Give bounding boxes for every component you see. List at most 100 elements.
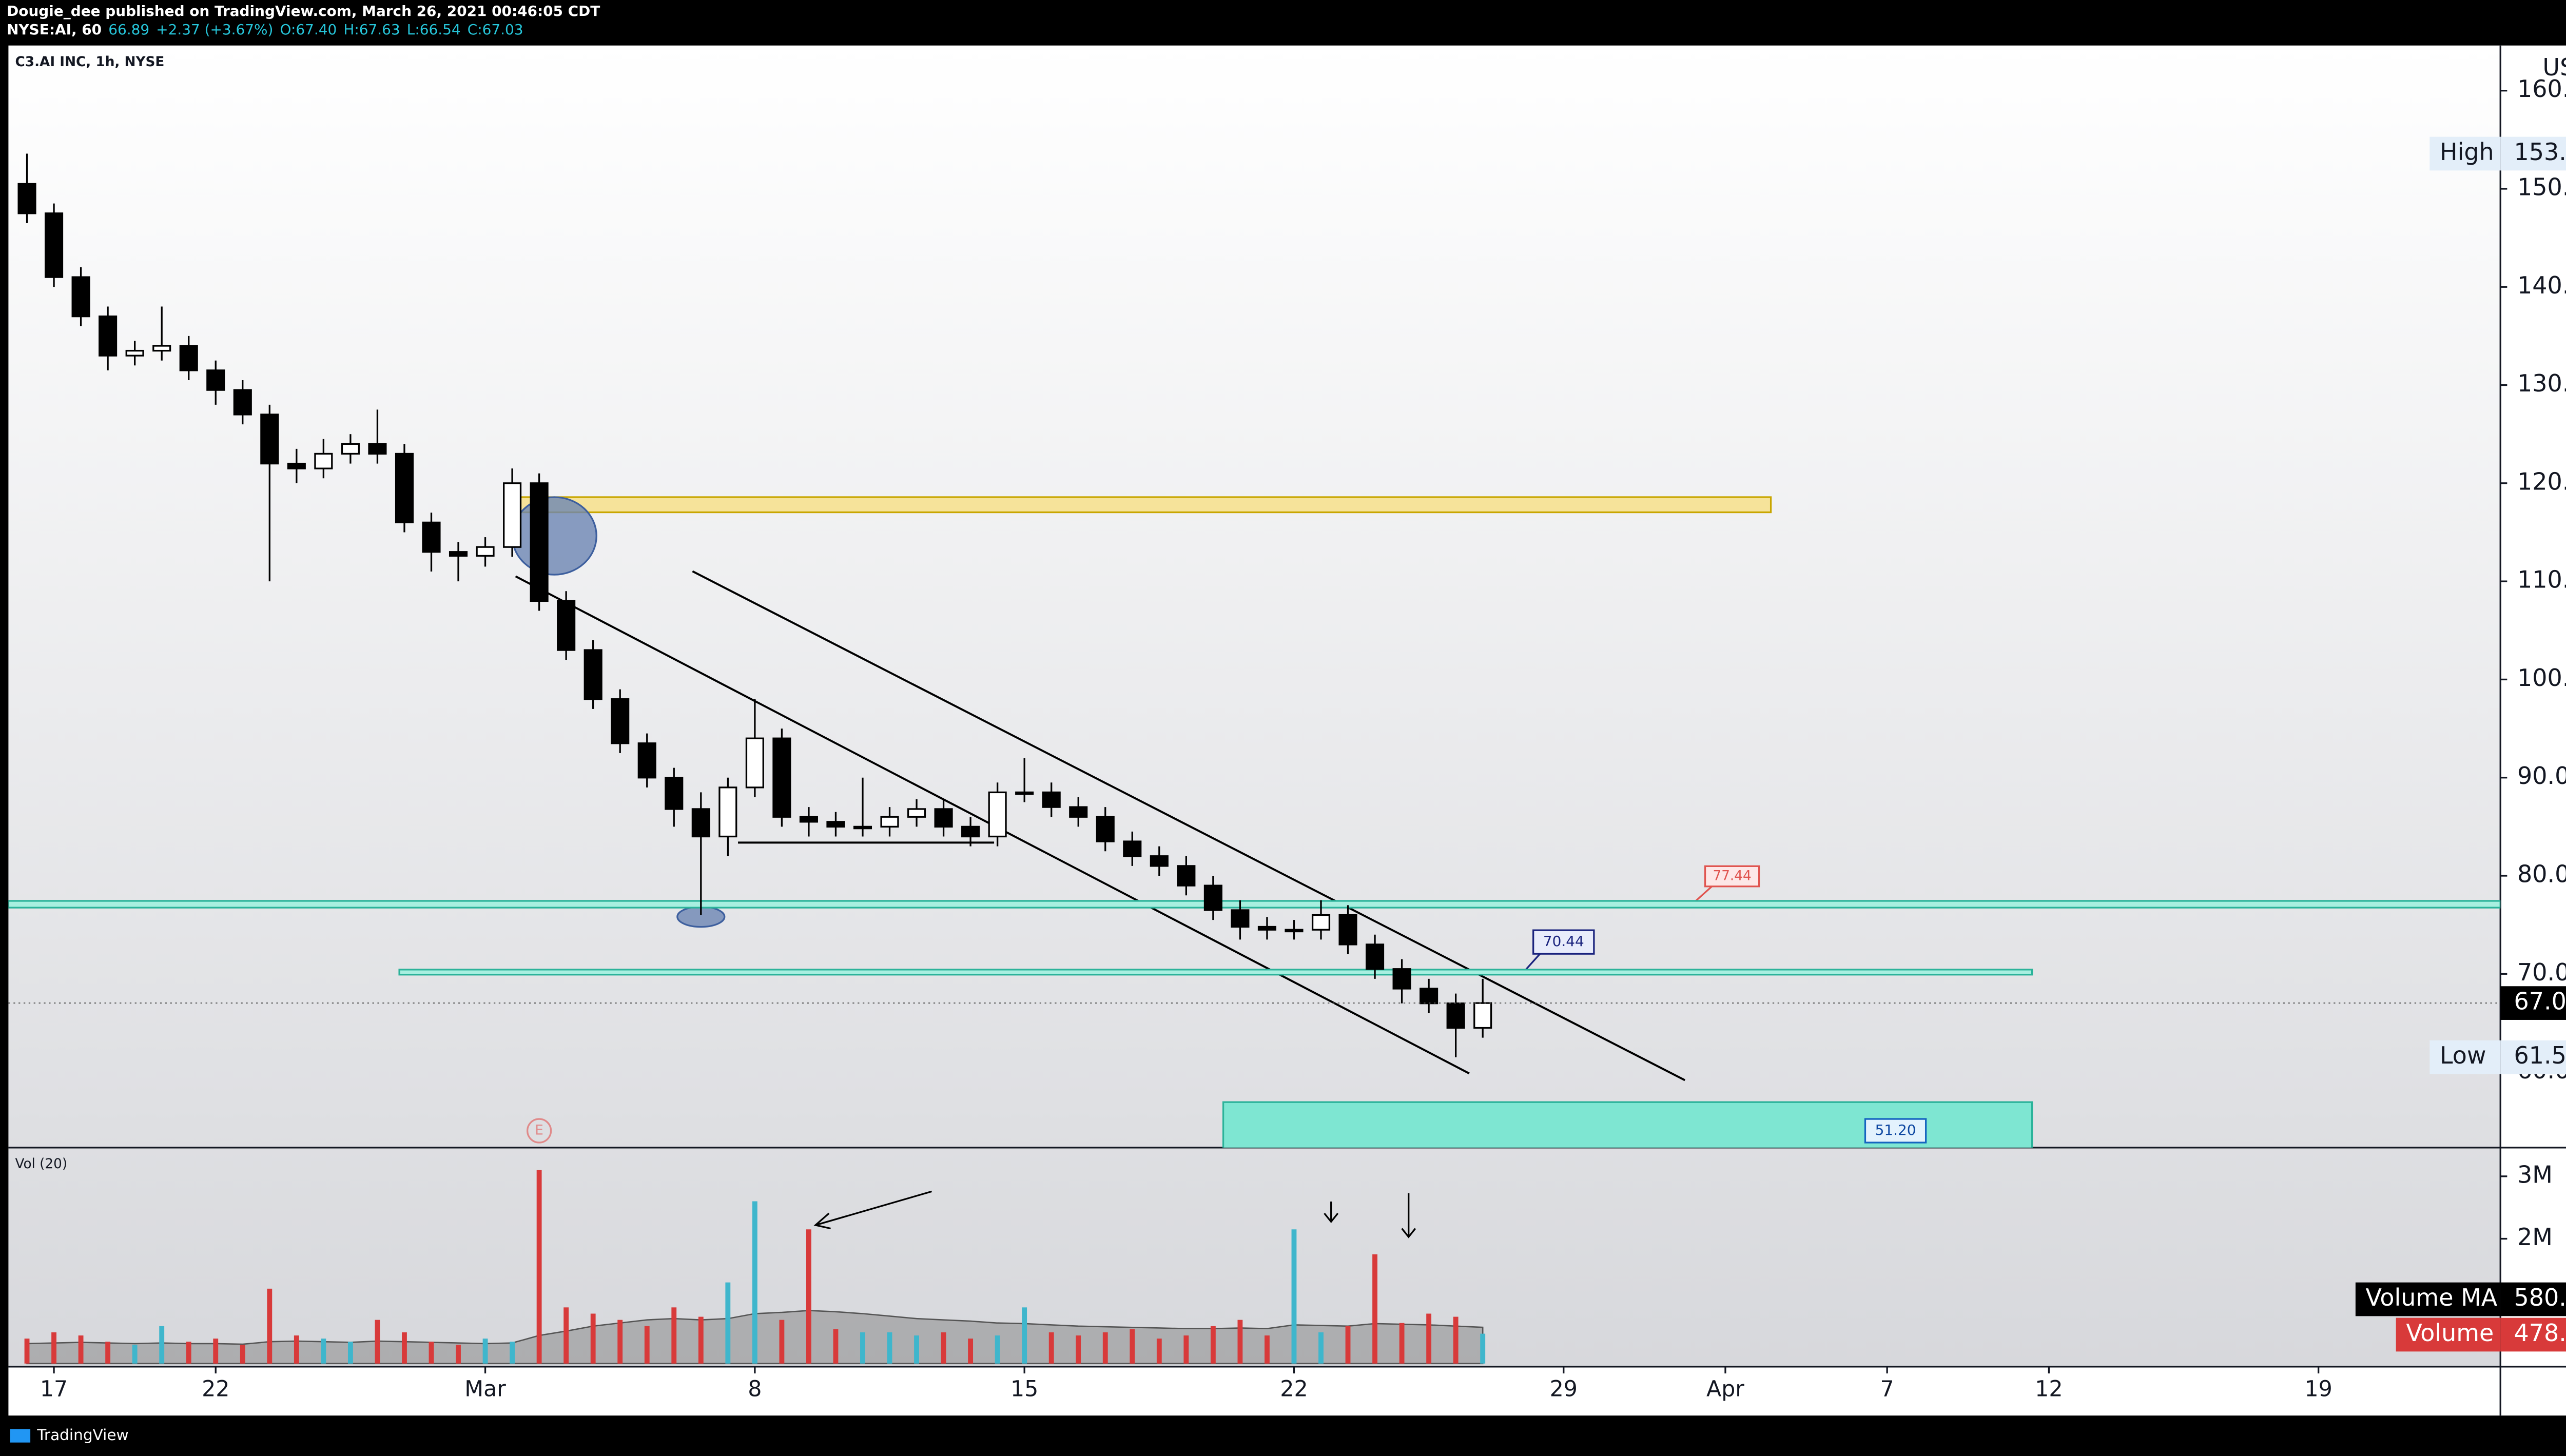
candle-body <box>449 551 468 557</box>
volume-bar <box>671 1307 677 1364</box>
price-pane <box>8 153 2501 1057</box>
candle-body <box>907 808 926 818</box>
candle-body <box>1446 1002 1465 1029</box>
candle-body <box>691 808 710 838</box>
volume-bar <box>995 1335 1000 1364</box>
volume-bar <box>78 1335 84 1364</box>
ohlc-low: L:66.54 <box>407 21 461 38</box>
volume-bar <box>159 1326 165 1364</box>
change: +2.37 (+3.67%) <box>156 21 273 38</box>
volume-bar <box>24 1339 30 1364</box>
low-value-box <box>2500 1040 2566 1074</box>
candle-body <box>476 546 495 557</box>
x-tick-label: 22 <box>1280 1376 1308 1402</box>
time-axis-background <box>8 1366 2566 1416</box>
x-tick-label: 7 <box>1880 1376 1894 1402</box>
low-value: 61.51 <box>2514 1041 2566 1069</box>
volume-bar <box>240 1345 245 1364</box>
x-tick-label: 8 <box>748 1376 762 1402</box>
volume-bar <box>1291 1229 1297 1364</box>
candle-body <box>1177 865 1196 887</box>
candle-body <box>934 808 953 828</box>
candle-body <box>45 212 64 278</box>
volume-bar <box>321 1339 326 1364</box>
volume-bar <box>860 1332 865 1364</box>
last-price-box <box>2500 986 2566 1020</box>
y-tick-label: 150.00 <box>2517 173 2566 201</box>
volume-bar <box>1156 1339 1162 1364</box>
volume-bar <box>456 1345 461 1364</box>
resistance-zone <box>506 496 1772 514</box>
candle-body <box>745 737 764 789</box>
y-tick-label: 90.00 <box>2517 762 2566 790</box>
candle-body <box>179 345 198 371</box>
candle-body <box>341 443 360 455</box>
volume-bar <box>402 1332 407 1364</box>
volume-bar <box>806 1229 811 1364</box>
candle-body <box>1069 806 1088 818</box>
callout-box <box>1864 1118 1927 1144</box>
legend-box <box>2396 1317 2501 1352</box>
x-tick-label: 29 <box>1550 1376 1578 1402</box>
candle-body <box>1257 926 1276 931</box>
low-box <box>2429 1040 2501 1074</box>
callout-box <box>1532 929 1595 955</box>
volume-bar <box>1183 1335 1189 1364</box>
level-line <box>398 969 2033 976</box>
high-value-box <box>2500 136 2566 171</box>
legend-name: Volume <box>2406 1319 2494 1347</box>
volume-bar <box>887 1332 892 1364</box>
candle-body <box>233 389 252 416</box>
volume-bar <box>213 1339 219 1364</box>
volume-bar <box>1048 1332 1054 1364</box>
volume-bar <box>482 1339 488 1364</box>
candle-body <box>125 349 144 357</box>
volume-bar <box>536 1170 542 1364</box>
candle-body <box>503 482 522 548</box>
high-value: 153.58 <box>2514 138 2566 166</box>
candle-body <box>718 786 737 838</box>
candle-body <box>17 183 36 214</box>
candle-body <box>853 825 872 830</box>
volume-bar <box>1130 1329 1135 1364</box>
callout-label: 51.20 <box>1875 1121 1916 1138</box>
volume-bar <box>617 1320 623 1364</box>
volume-bar <box>563 1307 569 1364</box>
last-price: 66.89 <box>108 21 149 38</box>
low-label: Low <box>2440 1041 2486 1069</box>
candle-body <box>368 443 387 455</box>
volume-bar <box>186 1342 191 1364</box>
volume-title: Vol (20) <box>15 1156 68 1172</box>
x-tick-label: 12 <box>2035 1376 2063 1402</box>
earnings-badge <box>526 1118 552 1144</box>
x-tick-label: Apr <box>1706 1376 1744 1402</box>
candle-body <box>314 452 333 469</box>
publisher: Dougie_dee published on TradingView.com,… <box>7 3 600 19</box>
candle-body <box>880 816 899 828</box>
y-tick-label: 2M <box>2517 1223 2553 1251</box>
currency: USD <box>2542 53 2566 81</box>
channel-line <box>692 570 1686 1081</box>
arrow <box>815 1190 932 1226</box>
candle-body <box>611 698 630 744</box>
volume-bar <box>644 1326 650 1364</box>
volume-bar <box>1265 1335 1270 1364</box>
volume-bar <box>510 1342 515 1364</box>
candle-body <box>772 737 791 818</box>
volume-bar <box>590 1313 596 1364</box>
volume-bar <box>1453 1316 1459 1364</box>
callout-pointer <box>1524 953 1541 972</box>
candle-body <box>1366 943 1385 970</box>
y-tick-label: 160.00 <box>2517 75 2566 103</box>
price-axis-background <box>2500 45 2566 1367</box>
x-tick-label: 17 <box>40 1376 68 1402</box>
volume-bar <box>968 1339 974 1364</box>
earnings-marker: E <box>535 1123 543 1138</box>
currency-box <box>2537 50 2566 85</box>
candle-body <box>71 276 90 318</box>
volume-bar <box>1372 1254 1377 1364</box>
volume-bar <box>752 1201 757 1364</box>
candle-body <box>1338 914 1357 946</box>
candle-body <box>584 649 602 700</box>
highlight-ellipse <box>511 496 597 576</box>
